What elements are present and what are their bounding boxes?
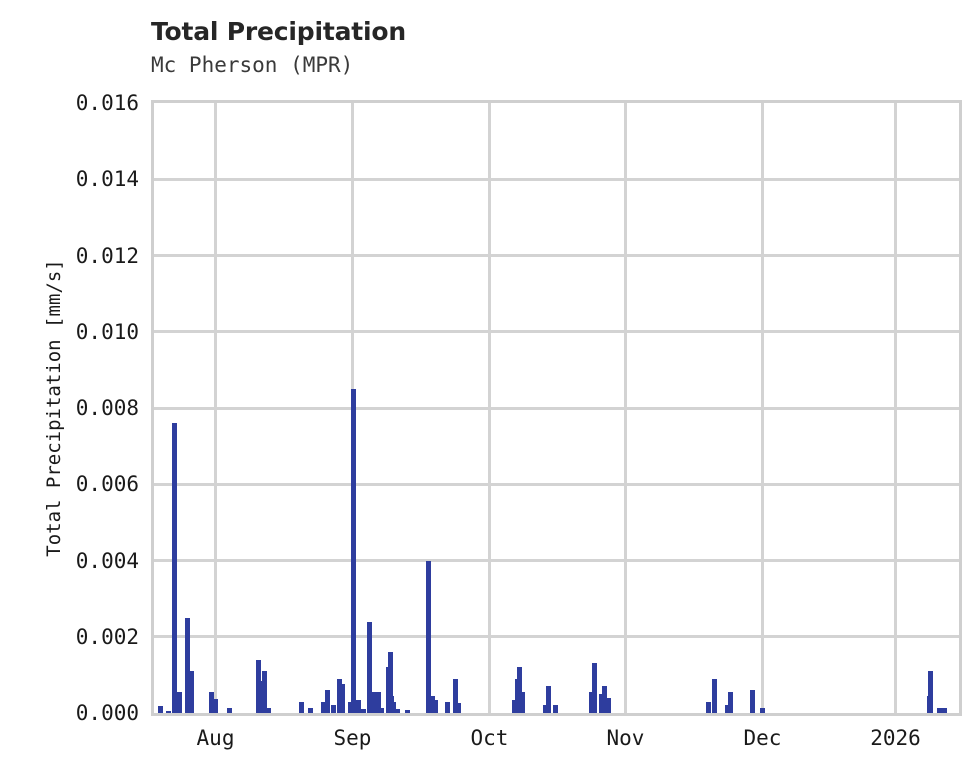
bar	[324, 690, 330, 713]
y-axis-tick-labels: 0.000 0.002 0.004 0.006 0.008 0.010 0.012 0.014…	[0, 91, 139, 725]
bar	[262, 671, 268, 713]
bar	[404, 709, 410, 713]
y-tick-label: 0.002	[75, 624, 139, 649]
bar	[184, 617, 190, 713]
bar	[517, 667, 523, 713]
bar	[429, 695, 435, 713]
bar	[727, 692, 733, 713]
gridline-horizontal	[154, 177, 959, 181]
bar	[520, 692, 526, 713]
x-tick-label: Dec	[743, 726, 782, 750]
bar	[553, 705, 559, 713]
bar	[605, 697, 611, 713]
bar	[208, 692, 214, 713]
bar	[307, 708, 313, 713]
y-tick-label: 0.006	[75, 472, 139, 497]
bar	[601, 686, 607, 713]
gridline-horizontal	[154, 635, 959, 639]
bar	[266, 708, 272, 713]
bar	[724, 705, 730, 713]
bar	[227, 708, 233, 713]
y-tick-label: 0.008	[75, 396, 139, 420]
bar	[337, 678, 343, 713]
bar	[425, 560, 431, 713]
bar	[379, 708, 385, 713]
gridline-horizontal	[154, 482, 959, 486]
bar	[432, 699, 438, 713]
x-tick-label: Nov	[606, 726, 645, 750]
gridline-horizontal	[154, 406, 959, 410]
y-tick-label: 0.004	[75, 548, 139, 573]
bar	[546, 686, 552, 713]
bar	[320, 701, 326, 713]
bar	[361, 709, 367, 713]
bar	[942, 708, 948, 713]
bar	[598, 693, 604, 713]
bar	[452, 678, 458, 713]
gridline-horizontal	[154, 330, 959, 334]
bar	[157, 706, 163, 713]
gridline-horizontal	[154, 559, 959, 562]
plot-area	[151, 100, 962, 716]
bar	[388, 652, 394, 713]
x-tick-label: Oct	[470, 726, 509, 750]
bar	[588, 692, 594, 713]
y-tick-label: 0.000	[75, 701, 139, 725]
bar	[298, 701, 304, 713]
bar	[372, 692, 378, 713]
bar	[711, 678, 717, 713]
chart-subtitle: Mc Pherson (MPR)	[151, 53, 354, 77]
x-axis-tick-labels: Aug Sep Oct Nov Dec 2026	[151, 726, 962, 766]
bar	[330, 705, 336, 713]
bar	[367, 621, 373, 713]
bar	[444, 701, 450, 713]
bar	[750, 690, 756, 713]
bar	[395, 709, 401, 713]
x-tick-label: 2026	[870, 726, 921, 750]
bar	[188, 671, 194, 713]
x-tick-label: Sep	[333, 726, 372, 750]
bar	[455, 703, 461, 713]
y-tick-label: 0.016	[75, 91, 139, 115]
bar	[937, 708, 943, 713]
bar	[176, 692, 182, 713]
bar	[348, 701, 354, 713]
bar	[591, 663, 597, 713]
x-tick-label: Aug	[196, 726, 235, 750]
bar	[165, 710, 171, 713]
bar	[705, 701, 711, 713]
bar	[543, 705, 549, 713]
chart-title: Total Precipitation	[151, 17, 406, 46]
plot-inner	[154, 103, 959, 713]
bar	[928, 671, 934, 713]
bar	[512, 699, 518, 713]
bar	[171, 423, 177, 713]
bar	[356, 699, 362, 713]
bar	[760, 708, 766, 713]
y-tick-label: 0.010	[75, 319, 139, 344]
bar	[256, 659, 262, 713]
y-tick-label: 0.014	[75, 167, 139, 192]
bar	[351, 388, 357, 713]
bar	[376, 692, 382, 713]
bar	[391, 701, 397, 713]
bar	[212, 699, 218, 713]
bar	[340, 684, 346, 713]
y-tick-label: 0.012	[75, 243, 139, 268]
gridline-horizontal	[154, 254, 959, 257]
